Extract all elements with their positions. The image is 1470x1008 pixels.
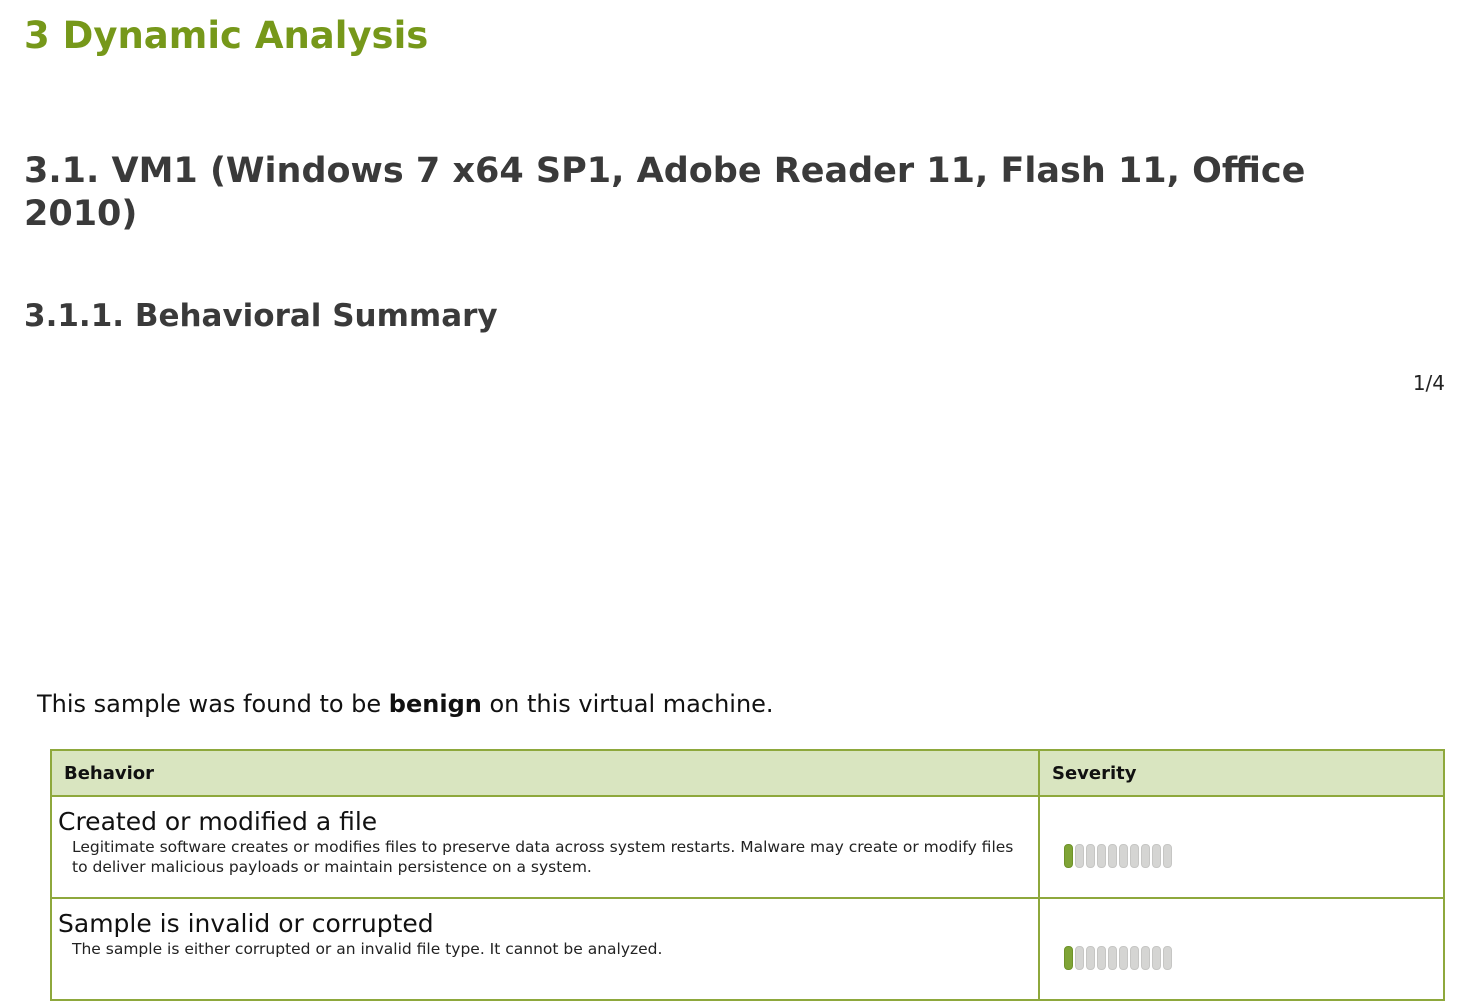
severity-bar-empty [1141, 844, 1150, 868]
severity-bar-empty [1075, 946, 1084, 970]
severity-bar-empty [1163, 844, 1172, 868]
severity-meter [1064, 844, 1437, 868]
section-title: 3 Dynamic Analysis [24, 14, 429, 57]
behavior-cell: Sample is invalid or corrupted The sampl… [50, 897, 1040, 1001]
severity-bar-empty [1086, 844, 1095, 868]
severity-bar-empty [1108, 844, 1117, 868]
severity-bar-empty [1119, 844, 1128, 868]
severity-bar-empty [1097, 844, 1106, 868]
severity-bar-empty [1097, 946, 1106, 970]
severity-bar-empty [1141, 946, 1150, 970]
severity-bar-empty [1086, 946, 1095, 970]
header-severity: Severity [1038, 749, 1445, 797]
verdict-summary: This sample was found to be benign on th… [37, 690, 774, 718]
severity-bar-empty [1130, 946, 1139, 970]
severity-bar-filled [1064, 844, 1073, 868]
severity-bar-empty [1152, 844, 1161, 868]
severity-bar-empty [1075, 844, 1084, 868]
verdict: benign [388, 690, 482, 718]
severity-bar-empty [1152, 946, 1161, 970]
behavior-description: Legitimate software creates or modifies … [72, 838, 1014, 876]
header-behavior: Behavior [50, 749, 1040, 797]
behavior-cell: Created or modified a file Legitimate so… [50, 795, 1040, 899]
behavior-table: Behavior Severity Created or modified a … [50, 749, 1445, 1001]
table-row: Created or modified a file Legitimate so… [50, 795, 1445, 899]
severity-bar-empty [1163, 946, 1172, 970]
table-header-row: Behavior Severity [50, 749, 1445, 797]
severity-bar-empty [1130, 844, 1139, 868]
severity-bar-empty [1108, 946, 1117, 970]
subsubsection-title: 3.1.1. Behavioral Summary [24, 298, 498, 334]
severity-bar-filled [1064, 946, 1073, 970]
subsection-title: 3.1. VM1 (Windows 7 x64 SP1, Adobe Reade… [24, 151, 1306, 234]
severity-bar-empty [1119, 946, 1128, 970]
severity-meter [1064, 946, 1437, 970]
summary-suffix: on this virtual machine. [481, 690, 774, 718]
behavior-description: The sample is either corrupted or an inv… [72, 940, 663, 958]
page-number: 1/4 [1412, 371, 1445, 395]
severity-cell [1038, 795, 1445, 899]
behavior-name: Sample is invalid or corrupted [58, 909, 434, 938]
table-row: Sample is invalid or corrupted The sampl… [50, 897, 1445, 1001]
behavior-name: Created or modified a file [58, 807, 378, 836]
summary-prefix: This sample was found to be [37, 690, 389, 718]
severity-cell [1038, 897, 1445, 1001]
